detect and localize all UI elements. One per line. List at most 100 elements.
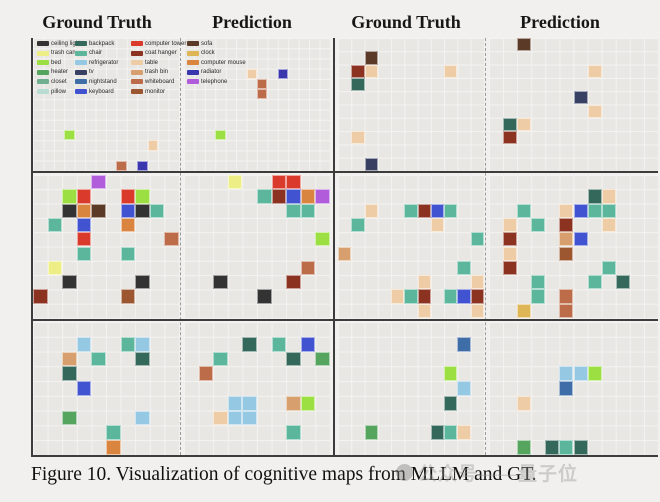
legend-label: nightstand: [89, 78, 117, 85]
legend-label: radiator: [201, 69, 222, 76]
row-separator-1: [31, 171, 658, 173]
legend-label: trash can: [51, 50, 76, 57]
map-cell-table: [364, 64, 378, 78]
legend-item-bed: bed: [37, 59, 61, 66]
gt-pred-divider-left: [180, 38, 181, 455]
map-cell-table: [391, 289, 405, 304]
map-cell-chair: [404, 203, 418, 218]
map-cell-bed: [444, 366, 458, 382]
map-cell-refrigerator: [242, 395, 257, 411]
map-cell-chair: [76, 246, 92, 261]
map-cell-ceiling-light: [135, 275, 150, 290]
map-cell-computer-tower: [120, 189, 136, 204]
map-cell-chair: [587, 275, 602, 290]
map-cell-chair: [517, 203, 532, 218]
legend-label: trash bin: [145, 69, 169, 76]
header-left-prediction: Prediction: [212, 12, 292, 32]
map-cell-keyboard: [573, 203, 588, 218]
legend-swatch: [131, 69, 143, 75]
map-cell-chair: [601, 203, 616, 218]
map-cell-telephone: [91, 175, 106, 190]
legend-label: closet: [51, 78, 67, 85]
legend: ceiling light trash can bed heater closet pil…: [36, 40, 246, 100]
legend-swatch: [37, 69, 49, 75]
map-cell-trash-bin: [62, 351, 77, 367]
legend-item-radiator: radiator: [187, 69, 221, 76]
map-cell-table: [246, 68, 257, 79]
map-cell-backpack: [135, 351, 150, 367]
map-cell-trash-bin: [338, 246, 352, 261]
map-cell-whiteboard: [198, 366, 214, 382]
map-cell-keyboard: [573, 232, 588, 247]
map-panel-r1-right-pred: [489, 38, 658, 171]
map-panel-r1-left-gt: [33, 38, 179, 171]
map-cell-computer-tower: [76, 189, 92, 204]
legend-item-refrigerator: refrigerator: [75, 59, 118, 66]
map-cell-trash-bin: [286, 395, 301, 411]
map-cell-chair: [257, 189, 272, 204]
map-cell-whiteboard: [116, 160, 127, 171]
legend-label: clock: [201, 50, 215, 57]
map-cell-table: [503, 217, 518, 233]
map-cell-computer-mouse: [300, 189, 316, 204]
legend-item-trash-can: trash can: [37, 50, 76, 57]
map-cell-refrigerator: [242, 410, 257, 426]
map-cell-table: [470, 275, 484, 290]
map-cell-backpack: [573, 440, 588, 455]
map-cell-bed: [300, 395, 316, 411]
map-cell-computer-mouse: [106, 440, 121, 455]
legend-swatch: [187, 50, 199, 56]
map-cell-bed: [587, 366, 602, 382]
map-cell-table: [457, 425, 471, 441]
header-right-ground-truth: Ground Truth: [351, 12, 461, 32]
map-cell-chair: [286, 203, 301, 218]
legend-item-backpack: backpack: [75, 40, 114, 47]
map-cell-table: [470, 303, 484, 318]
map-cell-table: [351, 131, 365, 145]
map-cell-trash-can: [47, 260, 63, 276]
legend-item-telephone: telephone: [187, 78, 227, 85]
map-cell-table: [147, 140, 159, 151]
map-cell-backpack: [62, 366, 77, 382]
map-cell-keyboard: [300, 336, 316, 352]
map-cell-table: [601, 189, 616, 204]
map-cell-coat-hanger: [503, 131, 518, 145]
map-cell-tv: [364, 157, 378, 171]
legend-swatch: [75, 79, 87, 85]
map-cell-ceiling-light: [62, 275, 77, 290]
legend-swatch: [131, 79, 143, 85]
legend-item-clock: clock: [187, 50, 215, 57]
map-cell-table: [559, 203, 574, 218]
header-left-ground-truth: Ground Truth: [42, 12, 152, 32]
map-cell-chair: [444, 203, 458, 218]
map-cell-backpack: [503, 117, 518, 132]
legend-swatch: [75, 41, 87, 46]
map-cell-table: [417, 303, 431, 318]
map-cell-table: [517, 395, 532, 411]
map-cell-table: [430, 217, 445, 233]
legend-swatch: [187, 41, 199, 46]
legend-label: computer mouse: [201, 59, 246, 66]
legend-item-computer-mouse: computer mouse: [187, 59, 246, 66]
legend-swatch: [37, 79, 49, 85]
map-cell-keyboard: [76, 217, 92, 233]
map-cell-chair: [531, 275, 546, 290]
map-cell-coat-hanger: [503, 260, 518, 276]
legend-swatch: [131, 41, 143, 46]
map-panel-r2-right-gt: [338, 175, 484, 318]
map-cell-keyboard: [430, 203, 445, 218]
legend-label: coat hanger: [145, 50, 177, 57]
legend-swatch: [37, 50, 49, 56]
map-cell-clock: [517, 303, 532, 318]
map-cell-coat-hanger: [503, 232, 518, 247]
map-cell-heater: [315, 351, 330, 367]
map-cell-computer-mouse: [76, 203, 92, 218]
map-cell-whiteboard: [257, 78, 268, 90]
map-cell-radiator: [277, 68, 289, 79]
map-cell-chair: [149, 203, 165, 218]
legend-item-keyboard: keyboard: [75, 88, 114, 95]
map-cell-computer-tower: [76, 232, 92, 247]
map-cell-chair: [531, 289, 546, 304]
map-cell-coat-hanger: [417, 289, 431, 304]
map-cell-whiteboard: [559, 289, 574, 304]
